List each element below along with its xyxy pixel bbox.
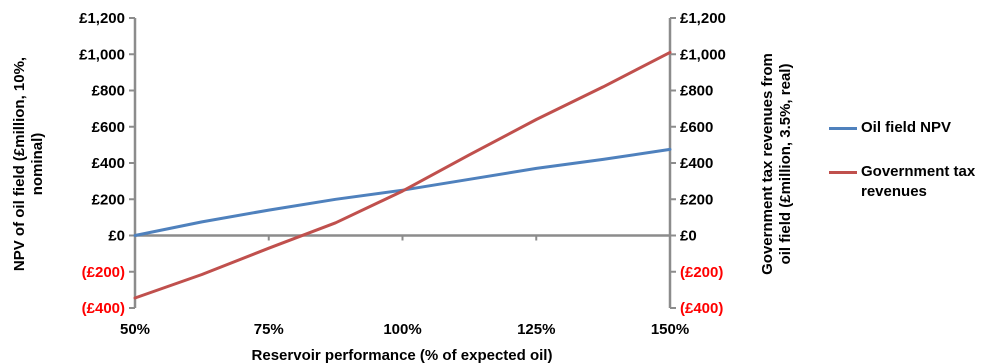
series-layer bbox=[133, 50, 672, 300]
y-tick-label-left: £800 bbox=[92, 83, 125, 100]
legend-swatch-oil-field-npv bbox=[829, 127, 857, 130]
legend: Oil field NPV Government tax revenues bbox=[829, 118, 1003, 202]
tick-labels: £1,200 £1,200 £1,000 £1,000 £800 £800 £600 £600… bbox=[79, 10, 726, 338]
legend-item-government-tax-revenues: Government tax revenues bbox=[829, 162, 1003, 202]
y-tick-label-left: £1,200 bbox=[79, 10, 125, 27]
y-tick-label-left: £600 bbox=[92, 119, 125, 136]
x-tick-label: 50% bbox=[120, 321, 150, 338]
y-tick-label-right: £1,200 bbox=[680, 10, 726, 27]
legend-label-oil-field-npv: Oil field NPV bbox=[861, 119, 952, 136]
y-tick-label-right: £800 bbox=[680, 83, 713, 100]
y-axis-title-right-line2: oil field (£million, 3.5%, real) bbox=[777, 64, 794, 265]
y-tick-label-right: £1,000 bbox=[680, 46, 726, 63]
y-axis-title-left-line1: NPV of oil field (£million, 10%, bbox=[11, 57, 28, 271]
y-axis-title-left-line2: nominal) bbox=[29, 133, 46, 196]
legend-label-government-tax-revenues: Government tax revenues bbox=[861, 163, 976, 200]
x-tick-label: 100% bbox=[383, 321, 421, 338]
x-axis-title: Reservoir performance (% of expected oil… bbox=[252, 347, 553, 364]
x-tick-label: 125% bbox=[517, 321, 555, 338]
x-tick-label: 75% bbox=[254, 321, 284, 338]
series-line-government-tax-revenues bbox=[133, 50, 672, 300]
legend-swatch-government-tax-revenues bbox=[829, 171, 857, 174]
y-tick-label-left: £1,000 bbox=[79, 46, 125, 63]
y-tick-label-left: (£400) bbox=[82, 300, 125, 317]
axes bbox=[129, 17, 676, 309]
legend-item-oil-field-npv: Oil field NPV bbox=[829, 118, 1003, 138]
y-axis-title-right-line1: Government tax revenues from bbox=[759, 53, 776, 275]
y-tick-label-left: £0 bbox=[108, 228, 125, 245]
y-tick-label-right: £400 bbox=[680, 155, 713, 172]
y-tick-label-left: £400 bbox=[92, 155, 125, 172]
y-tick-label-right: £200 bbox=[680, 191, 713, 208]
x-tick-label: 150% bbox=[651, 321, 689, 338]
y-tick-label-left: £200 bbox=[92, 191, 125, 208]
y-tick-label-right: £600 bbox=[680, 119, 713, 136]
y-tick-label-right: £0 bbox=[680, 228, 697, 245]
y-tick-label-left: (£200) bbox=[82, 264, 125, 281]
y-tick-label-right: (£200) bbox=[680, 264, 723, 281]
y-tick-label-right: (£400) bbox=[680, 300, 723, 317]
